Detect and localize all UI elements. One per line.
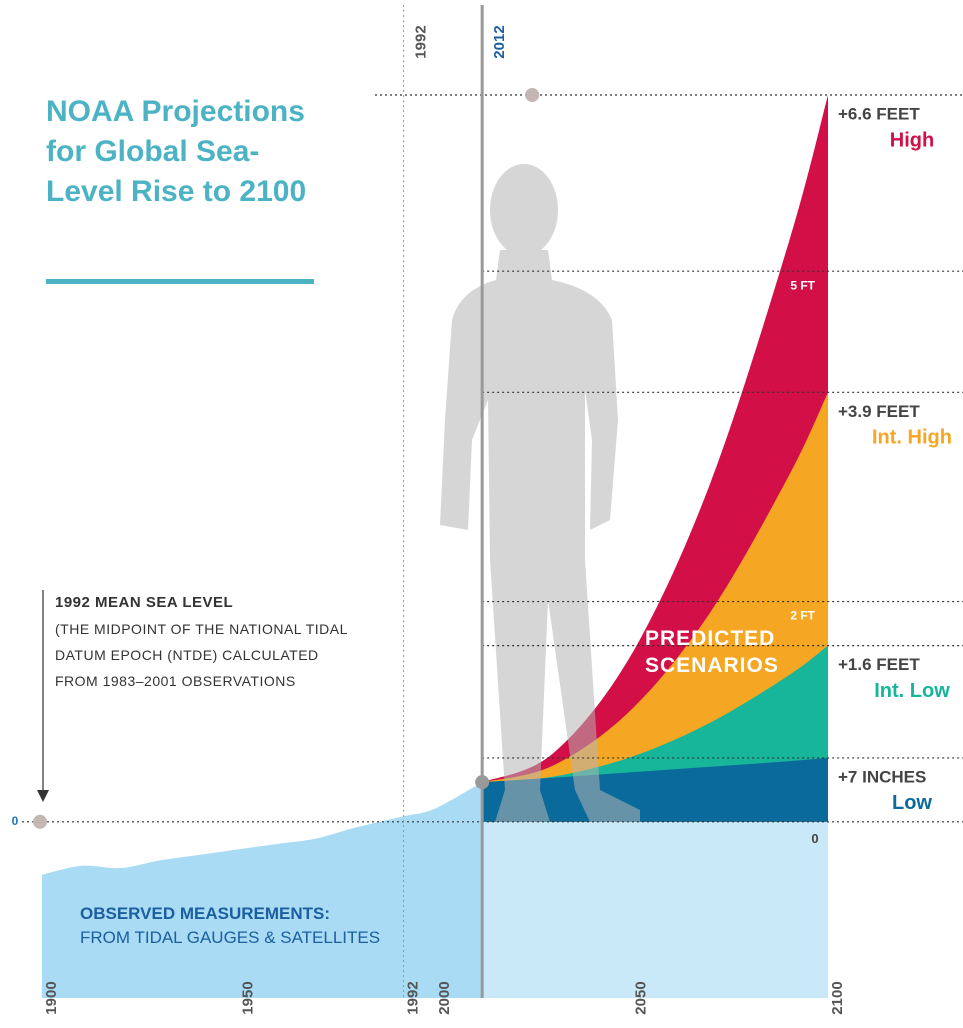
y-tick-label: 0 (12, 814, 19, 828)
person-silhouette (440, 164, 640, 822)
x-tick-label: 1992 (405, 981, 422, 1014)
scenario-area (482, 757, 828, 822)
marker-dot (475, 775, 490, 790)
scenario-name: Int. Low (874, 680, 950, 702)
observed-name: OBSERVED MEASUREMENTS: (80, 904, 330, 923)
scenario-name: High (890, 129, 934, 151)
annotation-title: 1992 MEAN SEA LEVEL (55, 594, 234, 611)
marker-dot (525, 88, 540, 102)
year-marker-label: 1992 (413, 25, 430, 58)
scenario-value-label: +7 INCHES (838, 767, 926, 786)
chart-title: NOAA Projections for Global Sea-Level Ri… (46, 95, 307, 208)
annotation-arrowhead (37, 790, 49, 802)
person-head (490, 164, 558, 256)
scenario-value-label: +3.9 FEET (838, 402, 920, 421)
scenario-name: Low (892, 792, 932, 814)
scenario-value-label: +1.6 FEET (838, 655, 920, 674)
y-tick-label: 0 (811, 831, 818, 846)
x-tick-label: 2100 (829, 981, 846, 1014)
person-body (440, 250, 640, 822)
x-tick-label: 2000 (436, 981, 453, 1014)
marker-dot (33, 814, 47, 829)
observed-note: FROM TIDAL GAUGES & SATELLITES (80, 928, 381, 947)
title-rule (46, 279, 314, 284)
scenarios-label: PREDICTED SCENARIOS (645, 627, 779, 677)
y-tick-label: 2 FT (790, 609, 815, 623)
year-marker-label: 2012 (491, 25, 508, 58)
x-tick-label: 1900 (43, 981, 60, 1014)
observed-label: OBSERVED MEASUREMENTS: FROM TIDAL GAUGES … (80, 902, 500, 950)
annotation: 1992 MEAN SEA LEVEL (THE MIDPOINT OF THE … (55, 590, 355, 694)
x-tick-label: 2050 (632, 981, 649, 1014)
observed-area (42, 782, 483, 998)
annotation-text: (THE MIDPOINT OF THE NATIONAL TIDAL DATU… (55, 621, 348, 689)
y-tick-label: 5 FT (790, 278, 815, 292)
x-tick-label: 1950 (239, 981, 256, 1014)
scenario-name: Int. High (872, 427, 952, 449)
future-base (482, 821, 828, 998)
scenario-value-label: +6.6 FEET (838, 104, 920, 123)
